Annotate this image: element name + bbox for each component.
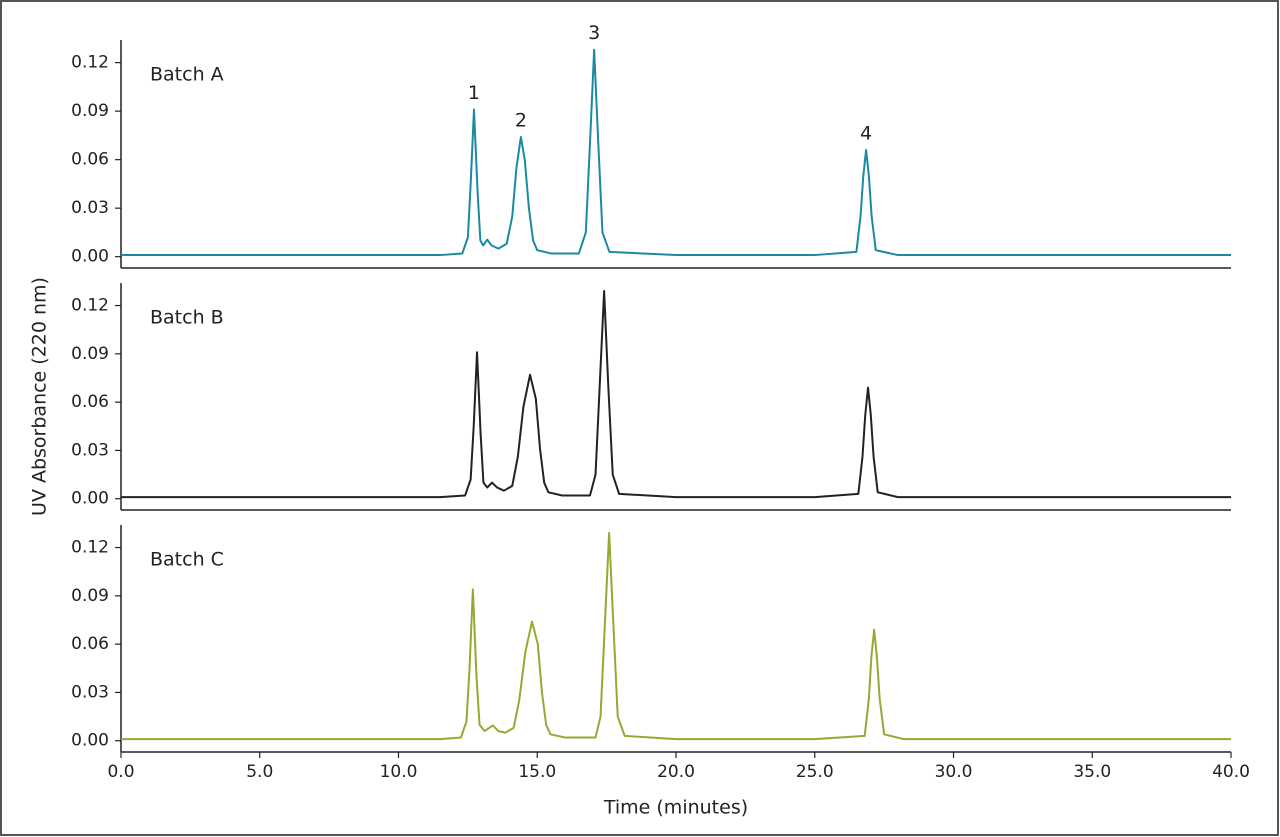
y-tick-label: 0.00 [71, 489, 109, 509]
peak-annotation: 4 [860, 122, 872, 144]
y-tick-label: 0.03 [71, 440, 109, 460]
x-tick-label: 25.0 [796, 762, 834, 782]
y-tick-label: 0.00 [71, 247, 109, 267]
x-tick-label: 30.0 [935, 762, 973, 782]
y-tick-label: 0.06 [71, 150, 109, 170]
x-tick-label: 10.0 [380, 762, 418, 782]
peak-annotation: 2 [515, 110, 527, 132]
y-tick-label: 0.09 [71, 586, 109, 606]
y-tick-label: 0.00 [71, 731, 109, 751]
series-label: Batch A [150, 64, 224, 86]
x-tick-label: 5.0 [246, 762, 273, 782]
y-tick-label: 0.12 [71, 53, 109, 73]
y-tick-label: 0.12 [71, 296, 109, 316]
series-line [121, 532, 1231, 741]
x-tick-label: 0.0 [107, 762, 134, 782]
y-tick-label: 0.09 [71, 344, 109, 364]
y-tick-label: 0.09 [71, 101, 109, 121]
series-line [121, 290, 1231, 499]
y-tick-label: 0.06 [71, 392, 109, 412]
series-line [121, 48, 1231, 257]
series-label: Batch C [150, 549, 224, 571]
x-tick-label: 20.0 [657, 762, 695, 782]
y-tick-label: 0.03 [71, 682, 109, 702]
y-tick-label: 0.12 [71, 538, 109, 558]
x-tick-label: 35.0 [1073, 762, 1111, 782]
y-tick-label: 0.06 [71, 634, 109, 654]
peak-annotation: 3 [588, 22, 600, 44]
series-label: Batch B [150, 307, 224, 329]
x-axis-label: Time (minutes) [603, 797, 748, 819]
peak-annotation: 1 [468, 82, 480, 104]
y-tick-label: 0.03 [71, 198, 109, 218]
x-tick-label: 40.0 [1212, 762, 1250, 782]
y-axis-label: UV Absorbance (220 nm) [29, 277, 51, 516]
x-tick-label: 15.0 [518, 762, 556, 782]
